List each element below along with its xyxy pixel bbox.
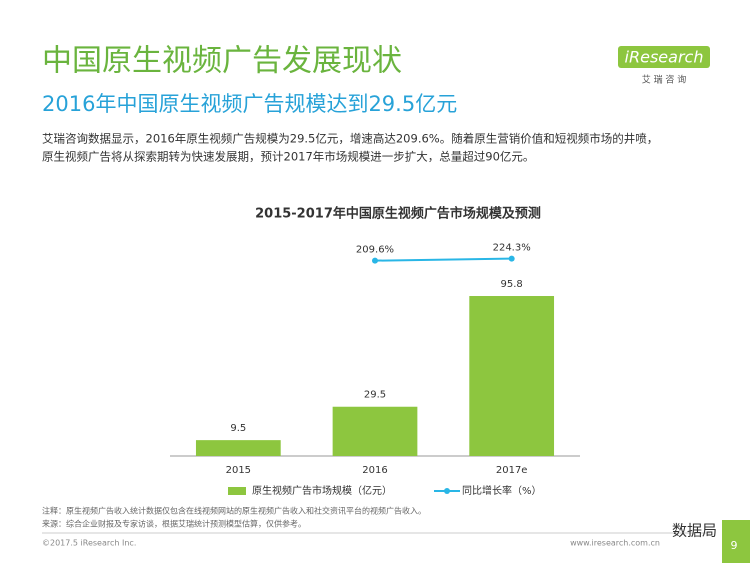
legend-label: 同比增长率（%） [462,484,542,497]
line [374,257,512,262]
x-tick-label: 2016 [362,465,387,476]
value-label: 95.8 [501,279,523,290]
line-point [372,257,378,264]
x-tick-label: 2015 [226,465,251,476]
copyright: ©2017.5 iResearch Inc. [42,539,136,548]
bar [195,440,281,456]
page-corner [722,520,750,563]
value-label: 29.5 [364,390,386,401]
paragraph: 原生视频广告将从探索期转为快速发展期，预计2017年市场规模进一步扩大，总量超过… [42,150,534,164]
value-label: 224.3% [493,243,531,254]
line-point [508,255,515,262]
value-label: 209.6% [356,245,394,256]
note: 来源：综合企业财报及专家访谈，根据艾瑞统计预测模型估算，仅供参考。 [42,519,306,529]
x-tick-label: 2017e [496,465,528,476]
bar [469,296,555,456]
legend-swatch [444,488,450,494]
note: 注释：原生视频广告收入统计数据仅包含在线视频网站的原生视频广告收入和社交资讯平台… [42,506,426,516]
logo: iResearch [625,48,704,67]
website: www.iresearch.com.cn [570,539,660,548]
legend-swatch [228,487,246,495]
legend-label: 原生视频广告市场规模（亿元） [252,484,392,497]
logo-box [618,46,710,68]
subtitle: 2016年中国原生视频广告规模达到29.5亿元 [42,92,457,116]
logo-sub: 艾 瑞 咨 询 [642,74,687,86]
paragraph: 艾瑞咨询数据显示，2016年原生视频广告规模为29.5亿元，增速高达209.6%… [42,132,658,146]
value-label: 9.5 [230,423,246,434]
page-number: 9 [731,539,738,552]
title: 中国原生视频广告发展现状 [42,44,402,79]
bar [332,406,418,456]
chart-title: 2015-2017年中国原生视频广告市场规模及预测 [255,206,541,222]
watermark: 数据局 [672,522,717,540]
